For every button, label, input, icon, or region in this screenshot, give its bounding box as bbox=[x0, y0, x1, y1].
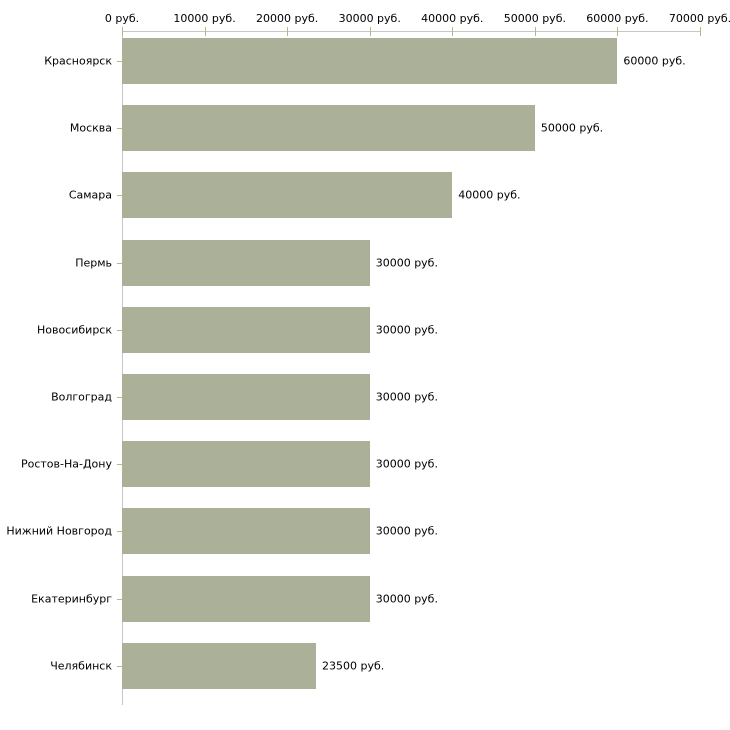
category-tick-mark bbox=[117, 262, 122, 264]
x-axis-tick-label: 0 руб. bbox=[104, 12, 140, 25]
category-label: Волгоград bbox=[51, 390, 112, 404]
value-label: 30000 руб. bbox=[375, 323, 438, 337]
x-axis-tick-mark bbox=[204, 27, 206, 36]
category-tick-mark bbox=[117, 128, 122, 130]
x-axis-tick-mark bbox=[287, 27, 289, 36]
category-tick-mark bbox=[117, 61, 122, 62]
category-label: Пермь bbox=[75, 256, 112, 270]
x-axis-tick-mark bbox=[369, 27, 371, 36]
bar-Новосибирск bbox=[122, 306, 370, 353]
x-axis-tick-mark bbox=[617, 27, 619, 36]
bar-Пермь bbox=[122, 239, 370, 286]
bar-Волгоград bbox=[122, 374, 370, 420]
x-axis-line bbox=[122, 31, 700, 32]
category-tick-mark bbox=[117, 195, 122, 197]
x-axis-tick-label: 70000 руб. bbox=[668, 12, 730, 25]
value-label: 30000 руб. bbox=[375, 457, 438, 471]
x-axis-tick-mark bbox=[122, 27, 123, 36]
value-label: 40000 руб. bbox=[458, 188, 521, 202]
y-axis-line bbox=[122, 31, 123, 705]
bar-Нижний Новгород bbox=[122, 508, 370, 555]
x-axis-tick-mark bbox=[700, 27, 701, 36]
bar-Красноярск bbox=[122, 38, 618, 84]
value-label: 30000 руб. bbox=[375, 524, 438, 538]
value-label: 30000 руб. bbox=[375, 256, 438, 270]
category-label: Нижний Новгород bbox=[6, 524, 112, 538]
category-label: Красноярск bbox=[44, 54, 112, 68]
value-label: 23500 руб. bbox=[322, 659, 385, 673]
bar-Ростов-На-Дону bbox=[122, 441, 370, 488]
bar-Челябинск bbox=[122, 642, 317, 689]
value-label: 30000 руб. bbox=[375, 390, 438, 404]
x-axis-tick-label: 30000 руб. bbox=[338, 12, 401, 25]
value-label: 30000 руб. bbox=[375, 592, 438, 606]
category-label: Екатеринбург bbox=[31, 592, 112, 606]
category-tick-mark bbox=[117, 397, 122, 398]
value-label: 50000 руб. bbox=[540, 121, 604, 135]
x-axis-tick-mark bbox=[452, 27, 454, 36]
x-axis-tick-label: 40000 руб. bbox=[421, 12, 484, 25]
bar-Москва bbox=[122, 105, 535, 152]
category-label: Москва bbox=[69, 121, 112, 135]
category-label: Ростов-На-Дону bbox=[20, 457, 112, 471]
category-tick-mark bbox=[117, 329, 122, 331]
category-tick-mark bbox=[117, 464, 122, 466]
category-label: Челябинск bbox=[50, 659, 112, 673]
x-axis-tick-label: 60000 руб. bbox=[586, 12, 649, 25]
x-axis-tick-mark bbox=[534, 27, 536, 36]
category-label: Самара bbox=[68, 188, 112, 202]
x-axis-tick-label: 10000 руб. bbox=[173, 12, 236, 25]
category-tick-mark bbox=[117, 531, 122, 533]
bar-Екатеринбург bbox=[122, 575, 370, 622]
category-tick-mark bbox=[117, 598, 122, 600]
x-axis-tick-label: 50000 руб. bbox=[503, 12, 566, 25]
category-tick-mark bbox=[117, 665, 122, 667]
value-label: 60000 руб. bbox=[623, 54, 686, 68]
x-axis-tick-label: 20000 руб. bbox=[256, 12, 319, 25]
bar-Самара bbox=[122, 172, 453, 219]
category-label: Новосибирск bbox=[36, 323, 112, 337]
